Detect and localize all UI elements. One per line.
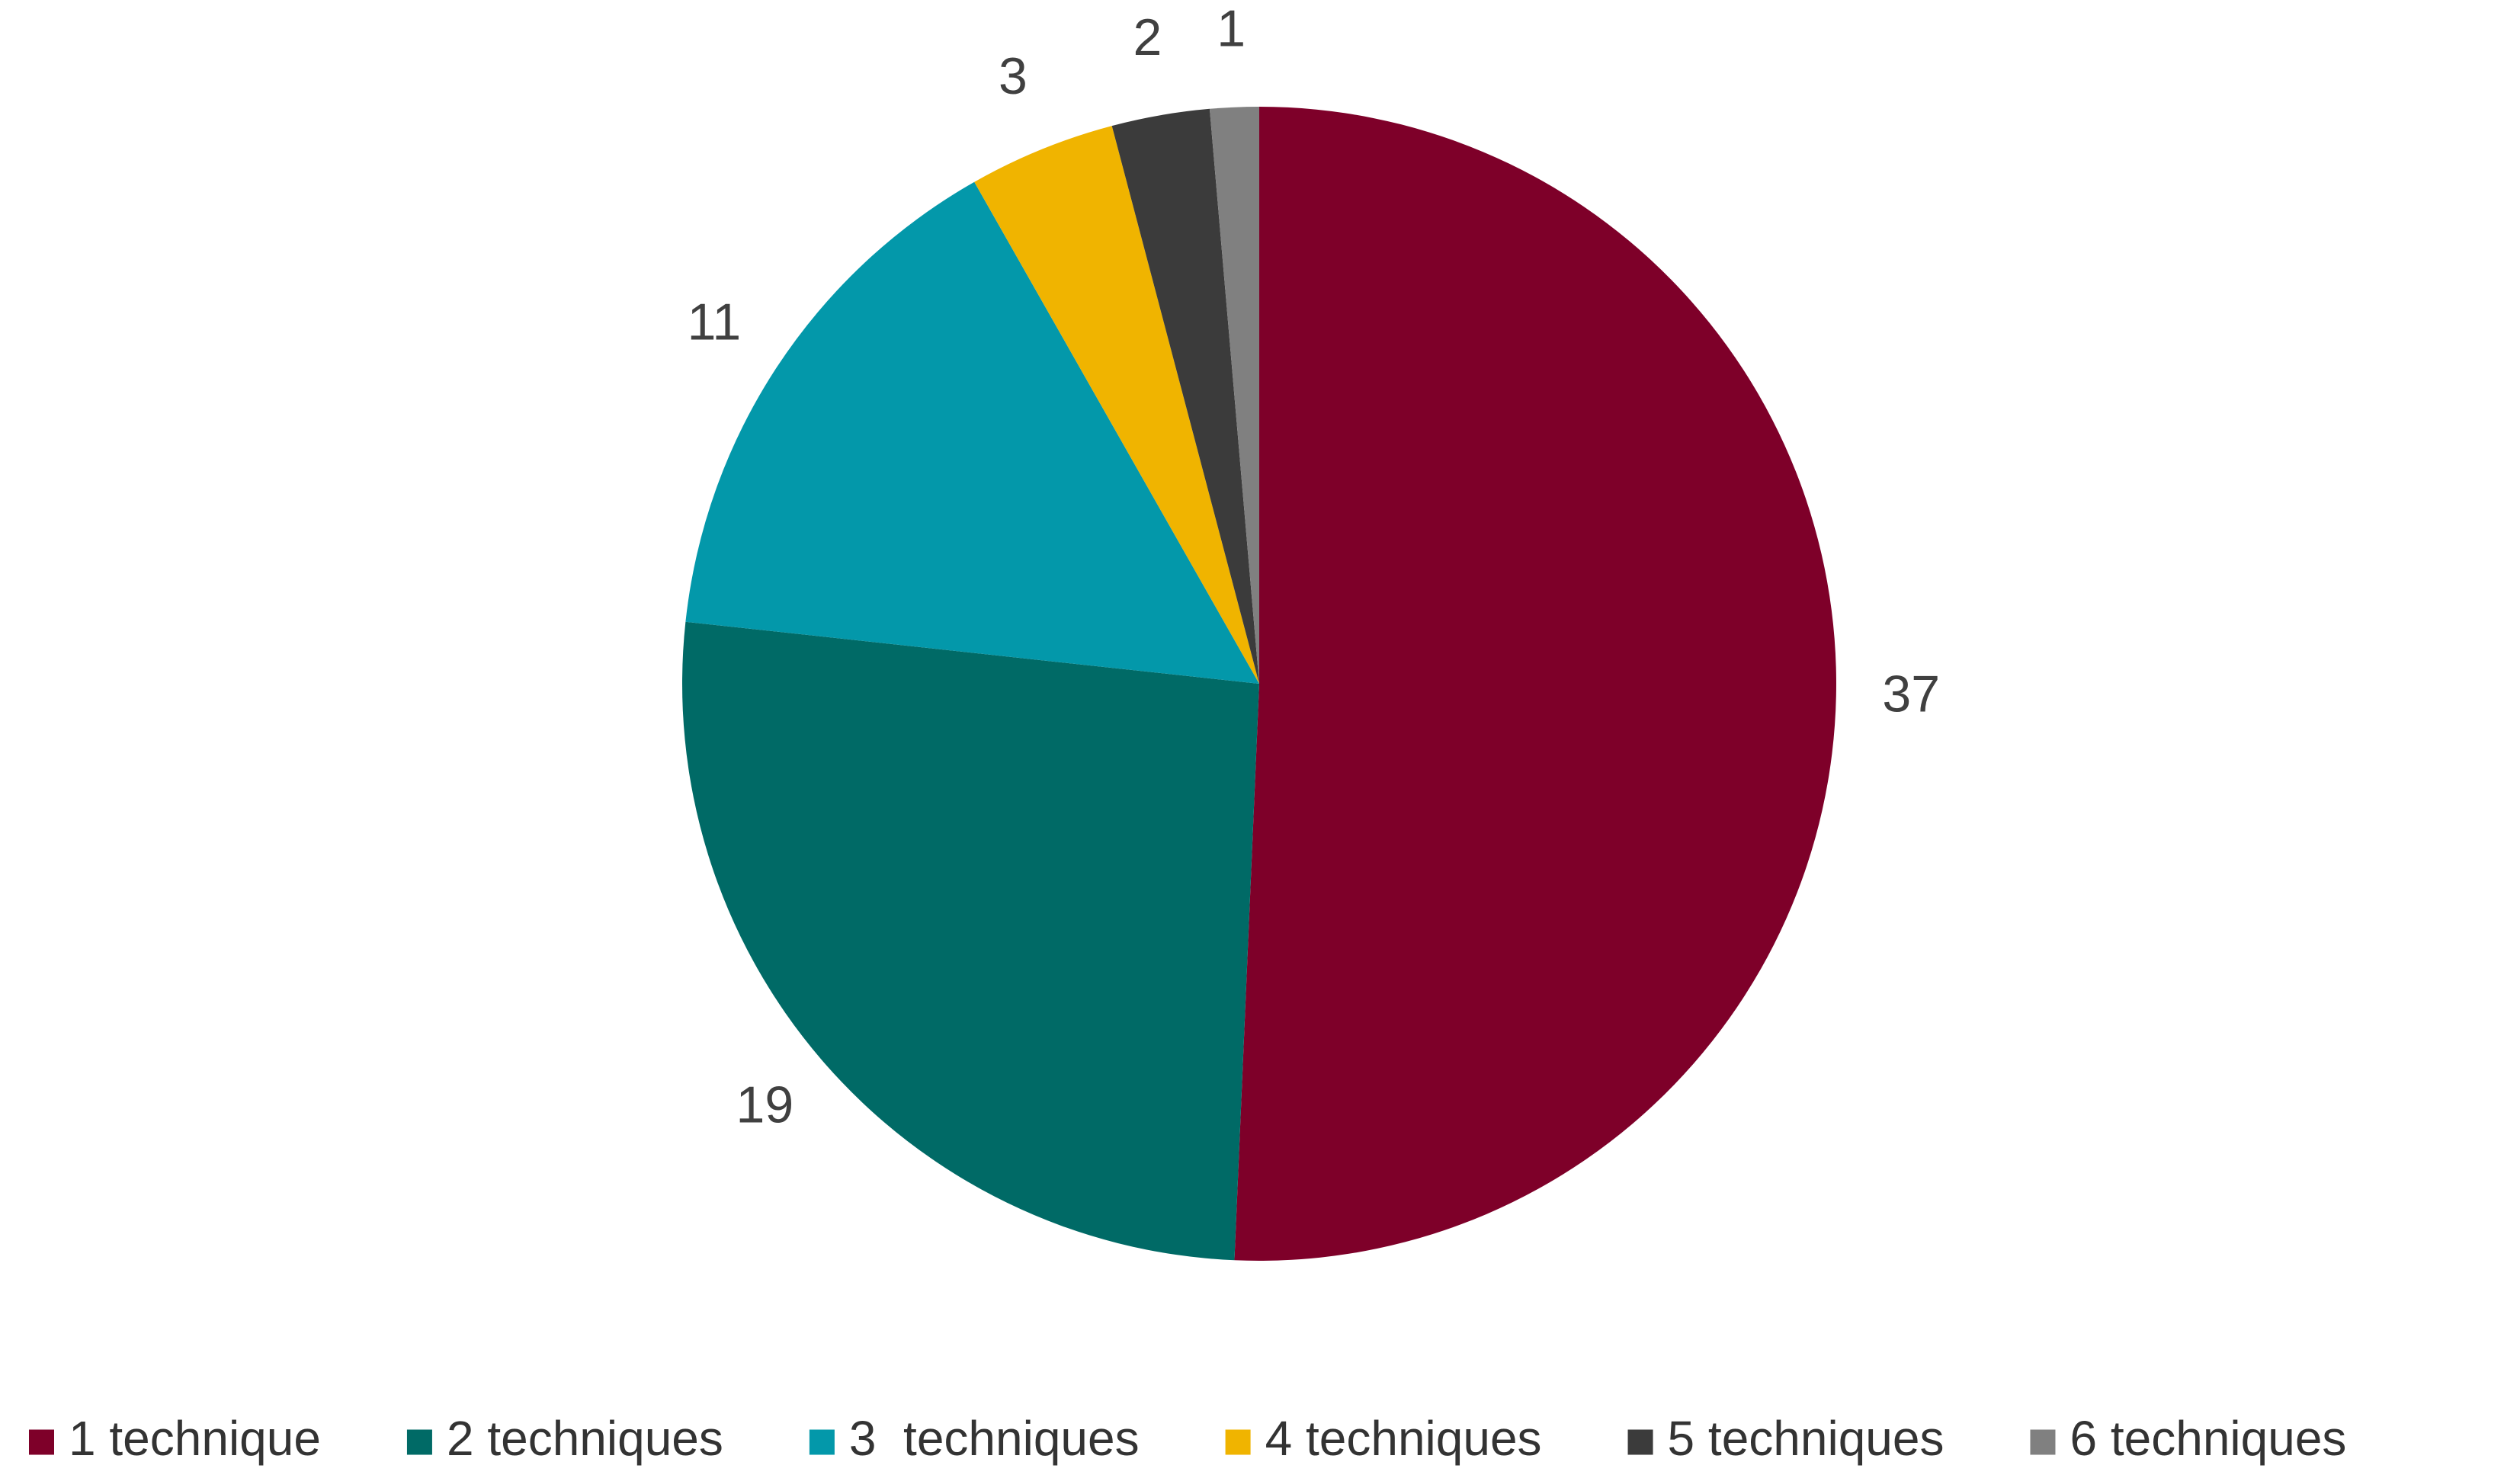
- legend-label: 5 techniques: [1668, 1411, 1945, 1466]
- legend-label: 4 techniques: [1265, 1411, 1542, 1466]
- data-label: 19: [736, 1076, 794, 1134]
- pie-slice: [974, 126, 1259, 684]
- pie-slice: [1209, 107, 1259, 684]
- legend-swatch: [1627, 1429, 1653, 1455]
- legend-swatch: [1225, 1429, 1251, 1455]
- pie: [681, 107, 1836, 1261]
- data-label: 37: [1882, 665, 1940, 723]
- pie-slice: [685, 181, 1259, 684]
- legend-swatch: [406, 1429, 432, 1455]
- legend-swatch: [29, 1429, 54, 1455]
- legend-label: 2 techniques: [447, 1411, 723, 1466]
- legend: 1 technique 2 techniques 3 techniques 4 tec…: [29, 1411, 2346, 1466]
- data-label: 11: [688, 293, 742, 351]
- data-label: 1: [1217, 0, 1246, 57]
- data-label: 2: [1133, 8, 1162, 66]
- data-labels: 37 19 11 3 2 1: [688, 0, 1940, 1134]
- legend-label: 6 techniques: [2070, 1411, 2346, 1466]
- legend-label: 3 techniques: [849, 1411, 1140, 1466]
- pie-slice: [681, 621, 1259, 1261]
- legend-swatch: [2030, 1429, 2056, 1455]
- data-label: 3: [999, 47, 1028, 105]
- pie-slice: [1111, 108, 1259, 684]
- pie-slice: [1234, 107, 1836, 1261]
- legend-label: 1 technique: [69, 1411, 321, 1466]
- legend-swatch: [809, 1429, 835, 1455]
